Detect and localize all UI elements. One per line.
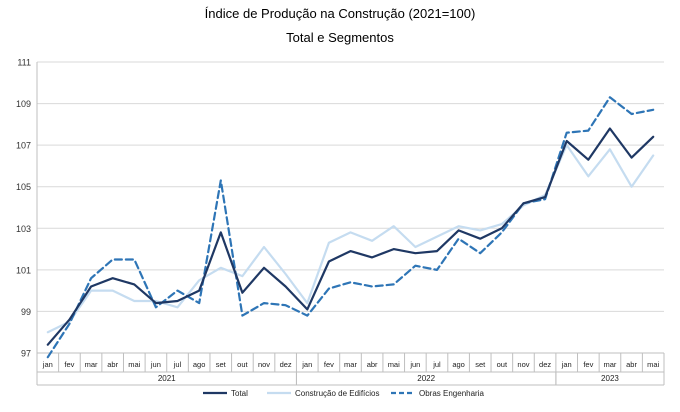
month-label: nov xyxy=(258,360,270,369)
legend-label: Construção de Edifícios xyxy=(295,389,380,398)
series-line-obras-engenharia xyxy=(46,96,655,359)
series-line-total xyxy=(46,127,655,346)
chart-title: Índice de Produção na Construção (2021=1… xyxy=(204,6,476,21)
month-label: dez xyxy=(280,360,292,369)
month-label: jan xyxy=(301,360,312,369)
month-label: mar xyxy=(603,360,616,369)
legend-label: Total xyxy=(231,389,248,398)
month-label: fev xyxy=(324,360,334,369)
y-tick-label: 103 xyxy=(16,224,31,234)
month-label: set xyxy=(475,360,486,369)
month-label: set xyxy=(216,360,227,369)
month-label: jun xyxy=(150,360,161,369)
month-label: abr xyxy=(107,360,118,369)
y-tick-label: 111 xyxy=(17,58,31,68)
y-tick-label: 105 xyxy=(16,182,31,192)
chart-subtitle: Total e Segmentos xyxy=(286,30,394,45)
series-line-constru-o-de-edif-cios xyxy=(46,144,655,334)
legend-label: Obras Engenharia xyxy=(419,389,484,398)
month-label: jan xyxy=(42,360,53,369)
month-label: dez xyxy=(539,360,551,369)
y-tick-label: 107 xyxy=(16,141,31,151)
month-label: fev xyxy=(583,360,593,369)
month-label: jan xyxy=(561,360,572,369)
year-label: 2022 xyxy=(417,374,435,383)
month-label: jul xyxy=(432,360,441,369)
month-label: abr xyxy=(367,360,378,369)
month-label: mar xyxy=(344,360,357,369)
month-label: abr xyxy=(626,360,637,369)
month-label: mai xyxy=(388,360,400,369)
y-tick-label: 97 xyxy=(21,349,31,359)
y-tick-label: 101 xyxy=(16,265,31,275)
month-label: ago xyxy=(193,360,206,369)
year-label: 2021 xyxy=(158,374,176,383)
month-label: nov xyxy=(517,360,529,369)
month-label: out xyxy=(237,360,248,369)
year-label: 2023 xyxy=(601,374,619,383)
month-label: jun xyxy=(409,360,420,369)
month-label: ago xyxy=(452,360,465,369)
y-tick-label: 109 xyxy=(16,99,31,109)
month-label: out xyxy=(497,360,508,369)
month-label: mar xyxy=(85,360,98,369)
month-label: mai xyxy=(647,360,659,369)
month-label: jul xyxy=(173,360,182,369)
month-label: fev xyxy=(64,360,74,369)
y-tick-label: 99 xyxy=(21,307,31,317)
month-label: mai xyxy=(128,360,140,369)
